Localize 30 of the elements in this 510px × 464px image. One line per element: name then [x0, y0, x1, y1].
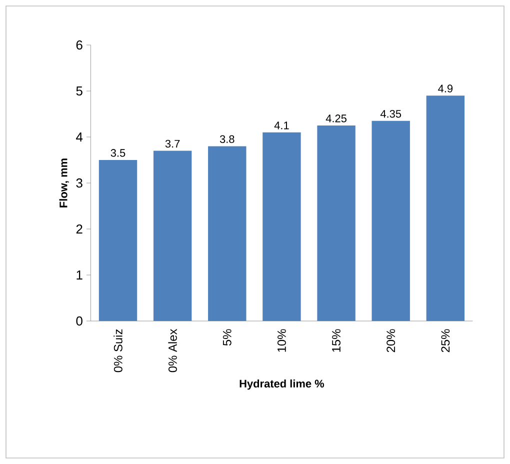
data-label: 3.8: [220, 135, 234, 144]
y-tick-label: 0: [76, 316, 82, 326]
y-tick-label: 4: [76, 132, 83, 142]
bar: [372, 120, 410, 321]
x-tick-label: 20%: [386, 329, 396, 352]
y-tick-label: 1: [76, 270, 82, 280]
x-axis-title: Hydrated lime %: [240, 379, 324, 390]
data-label: 4.1: [274, 122, 289, 130]
data-label: 3.5: [110, 149, 126, 157]
x-tick-label: 15%: [332, 329, 340, 352]
bar: [98, 160, 138, 321]
x-tick-label: 0% Suiz: [114, 329, 122, 372]
x-tick-label: 10%: [277, 329, 286, 352]
bar: [208, 146, 246, 321]
data-label: 4.25: [326, 114, 346, 122]
y-axis-title: Flow, mm: [59, 158, 69, 208]
y-tick-label: 2: [76, 224, 82, 234]
x-tick-label: 25%: [441, 329, 450, 352]
data-label: 4.35: [380, 110, 402, 118]
bar: [317, 126, 356, 321]
x-tick-label: 0% Alex: [168, 328, 177, 372]
x-tick-label: 5%: [222, 329, 232, 346]
y-tick-label: 6: [76, 40, 82, 50]
bar: [426, 96, 465, 321]
data-label: 3.7: [165, 140, 180, 148]
bar: [262, 132, 301, 321]
y-tick-label: 3: [76, 178, 82, 188]
y-tick-label: 5: [76, 86, 82, 96]
data-label: 4.9: [438, 84, 453, 92]
bar: [153, 150, 192, 321]
